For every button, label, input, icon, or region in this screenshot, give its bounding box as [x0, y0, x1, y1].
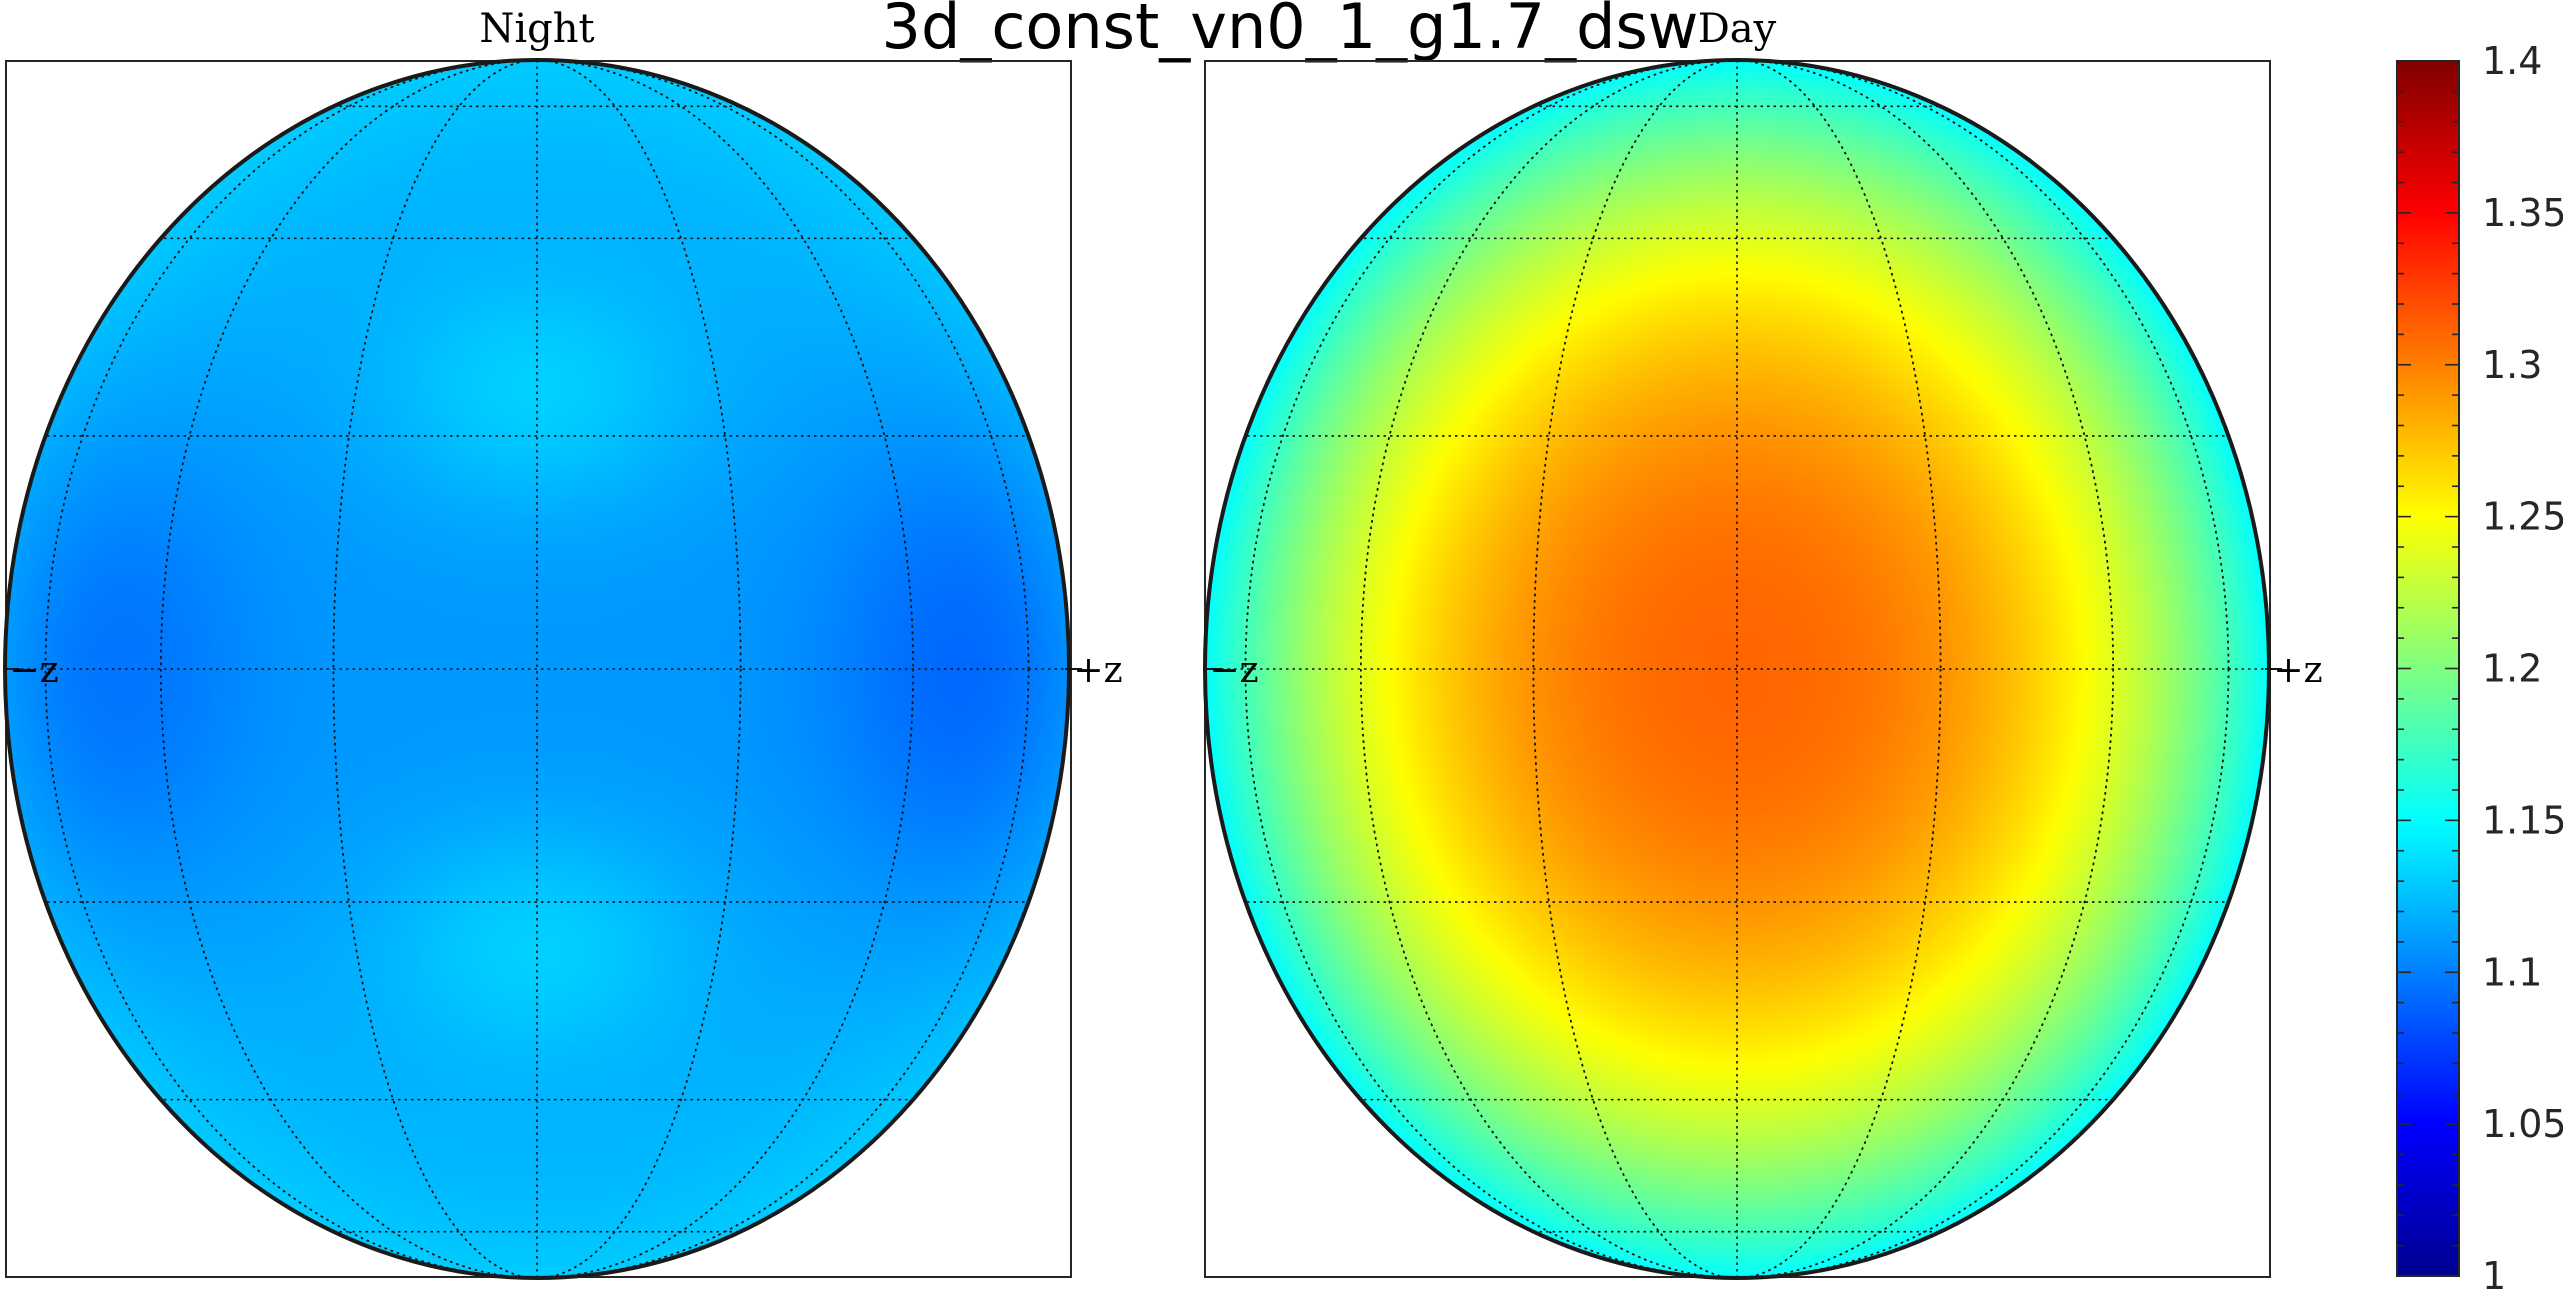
colorbar: 1 1.05 1.1 1.15 1.2 1.25 1.3 1.35 1.4	[2396, 39, 2563, 1292]
day-panel: Day −z +z	[1203, 6, 2323, 1280]
colorbar-tick-label: 1.25	[2482, 495, 2563, 539]
colorbar-tick-label: 1.1	[2482, 950, 2542, 994]
day-panel-title: Day	[1698, 6, 1777, 52]
day-minus-z-label: −z	[1209, 650, 1258, 691]
day-graticule	[1205, 60, 2269, 1278]
night-graticule	[5, 60, 1069, 1278]
colorbar-tick-label: 1.4	[2482, 39, 2542, 83]
night-plus-z-label: +z	[1073, 650, 1122, 691]
colorbar-tick-label: 1.15	[2482, 798, 2563, 842]
colorbar-ticks: 1 1.05 1.1 1.15 1.2 1.25 1.3 1.35 1.4	[2397, 39, 2563, 1292]
night-panel: Night −z +z	[3, 6, 1123, 1280]
colorbar-tick-label: 1.35	[2482, 191, 2563, 235]
day-meridian-line	[1532, 60, 1942, 1278]
colorbar-tick-label: 1	[2482, 1254, 2506, 1292]
figure-title: 3d_const_vn0_1_g1.7_dsw	[882, 0, 1699, 63]
colorbar-tick-label: 1.2	[2482, 647, 2542, 691]
night-panel-title: Night	[479, 6, 594, 52]
night-minus-z-label: −z	[9, 650, 58, 691]
night-meridian-line	[332, 60, 742, 1278]
colorbar-tick-label: 1.05	[2482, 1102, 2563, 1146]
colorbar-tick-label: 1.3	[2482, 343, 2542, 387]
day-plus-z-label: +z	[2273, 650, 2322, 691]
